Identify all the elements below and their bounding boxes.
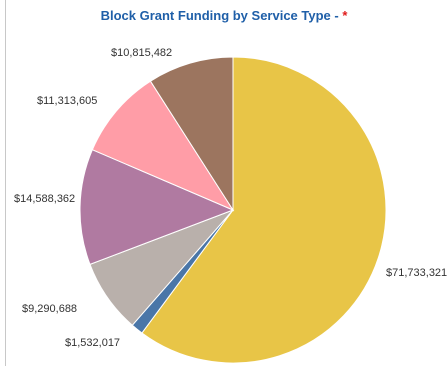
pie-slice[interactable] bbox=[79, 149, 235, 266]
chart-title: Block Grant Funding by Service Type - * bbox=[0, 8, 448, 23]
title-asterisk: * bbox=[342, 8, 348, 23]
left-divider bbox=[5, 0, 6, 366]
pie-slice[interactable] bbox=[141, 56, 387, 364]
chart-title-text: Block Grant Funding by Service Type - bbox=[100, 8, 343, 23]
pie-slice[interactable] bbox=[91, 80, 235, 212]
slice-label: $10,815,482 bbox=[111, 47, 172, 59]
slice-label: $71,733,321 bbox=[386, 267, 447, 279]
slice-label: $1,532,017 bbox=[65, 337, 120, 349]
slice-label: $14,588,362 bbox=[14, 193, 75, 205]
slice-label: $9,290,688 bbox=[22, 303, 77, 315]
slice-labels: $71,733,321 $1,532,017 $9,290,688 $14,588,3… bbox=[14, 47, 447, 349]
pie-slices bbox=[79, 56, 387, 364]
slice-label: $11,313,605 bbox=[37, 95, 97, 107]
pie-slice[interactable] bbox=[149, 56, 234, 212]
